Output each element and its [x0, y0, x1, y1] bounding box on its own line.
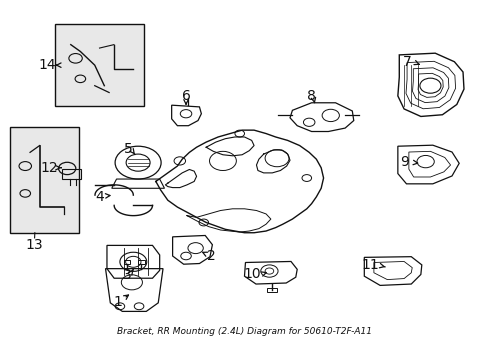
Text: 12: 12 — [40, 161, 58, 175]
Text: 10: 10 — [243, 267, 261, 282]
Bar — [266, 288, 277, 292]
Bar — [138, 260, 144, 264]
Text: 6: 6 — [181, 89, 190, 103]
Text: 9: 9 — [400, 154, 408, 168]
Bar — [62, 169, 81, 179]
Text: 2: 2 — [206, 249, 215, 263]
Text: 5: 5 — [124, 142, 133, 156]
FancyBboxPatch shape — [10, 127, 79, 233]
Text: 3: 3 — [122, 269, 131, 283]
Text: 8: 8 — [306, 89, 315, 103]
Text: 7: 7 — [402, 55, 411, 69]
Bar — [123, 260, 130, 264]
FancyBboxPatch shape — [55, 24, 143, 106]
Text: Bracket, RR Mounting (2.4L) Diagram for 50610-T2F-A11: Bracket, RR Mounting (2.4L) Diagram for … — [117, 328, 371, 336]
Text: 4: 4 — [95, 190, 104, 204]
Text: 13: 13 — [26, 238, 43, 252]
Text: 11: 11 — [361, 258, 378, 272]
Text: 14: 14 — [38, 58, 56, 72]
Text: 1: 1 — [113, 295, 122, 309]
